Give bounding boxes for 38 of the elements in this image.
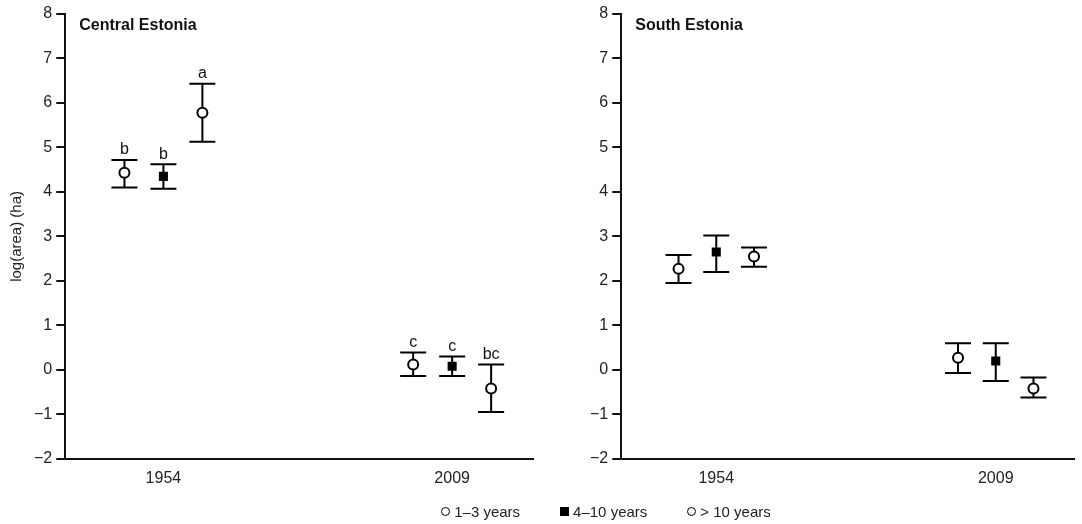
chart-title: Central Estonia — [79, 15, 197, 33]
x-tick-label: 2009 — [977, 468, 1014, 486]
y-tick-label: 2 — [599, 271, 609, 289]
annotation: b — [158, 144, 168, 162]
y-tick-label: 6 — [599, 93, 609, 111]
x-tick-label: 1954 — [145, 468, 182, 486]
y-tick-label: 7 — [599, 48, 609, 66]
legend-label: 1–3 years — [454, 502, 521, 520]
annotation: b — [119, 140, 129, 158]
y-tick-label: 5 — [43, 137, 53, 155]
y-tick-label: 4 — [43, 182, 53, 200]
y-tick-label: 8 — [43, 4, 53, 22]
y-tick-label: 2 — [43, 271, 53, 289]
annotation: c — [448, 336, 457, 354]
annotation: a — [197, 64, 207, 82]
y-tick-label: 4 — [599, 182, 609, 200]
y-tick-label: 8 — [599, 4, 609, 22]
y-tick-label: 7 — [43, 48, 53, 66]
y-tick-label: 3 — [599, 226, 609, 244]
y-tick-label: −1 — [589, 404, 609, 422]
y-tick-label: 0 — [599, 360, 609, 378]
y-tick-label: 1 — [43, 315, 53, 333]
chart-title: South Estonia — [635, 15, 743, 33]
legend-label: > 10 years — [700, 502, 771, 520]
y-tick-label: −1 — [33, 404, 53, 422]
y-tick-label: 0 — [43, 360, 53, 378]
y-tick-label: −2 — [589, 449, 609, 467]
annotation: bc — [482, 344, 500, 362]
y-tick-label: 1 — [599, 315, 609, 333]
legend-label: 4–10 years — [573, 502, 648, 520]
y-tick-label: 5 — [599, 137, 609, 155]
y-tick-label: −2 — [33, 449, 53, 467]
y-axis-title: log(area) (ha) — [7, 190, 25, 282]
annotation: c — [409, 332, 418, 350]
x-tick-label: 1954 — [698, 468, 735, 486]
y-tick-label: 3 — [43, 226, 53, 244]
y-tick-label: 6 — [43, 93, 53, 111]
x-tick-label: 2009 — [434, 468, 471, 486]
